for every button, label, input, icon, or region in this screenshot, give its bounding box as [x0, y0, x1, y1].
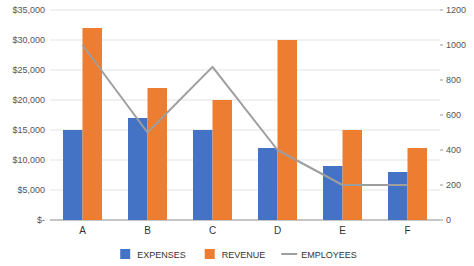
y2-tick	[440, 45, 443, 46]
legend-item: EMPLOYEES	[281, 250, 357, 260]
legend-label: EMPLOYEES	[301, 250, 357, 260]
grid-line	[50, 160, 440, 161]
y2-tick-label: 200	[446, 180, 461, 190]
legend-swatch	[120, 249, 130, 259]
y2-tick	[440, 220, 443, 221]
x-axis-line	[50, 220, 440, 221]
bar	[388, 172, 408, 220]
y2-tick	[440, 80, 443, 81]
y-tick-label: $20,000	[12, 95, 45, 105]
y-tick-label: $15,000	[12, 125, 45, 135]
x-tick-label: E	[339, 225, 346, 236]
y2-tick-label: 800	[446, 75, 461, 85]
y-tick-label: $5,000	[17, 185, 45, 195]
grid-line	[50, 220, 440, 221]
bar	[213, 100, 233, 220]
y-tick-label: $30,000	[12, 35, 45, 45]
legend-label: EXPENSES	[137, 250, 186, 260]
plot-area	[63, 28, 427, 220]
line	[83, 45, 408, 185]
axes: $- $5,000 $10,000 $15,000 $20,000 $25,000 $30,…	[12, 5, 466, 236]
grid-line	[50, 40, 440, 41]
bar	[63, 130, 83, 220]
chart: $- $5,000 $10,000 $15,000 $20,000 $25,000 $30,…	[0, 0, 474, 266]
y2-tick	[440, 150, 443, 151]
y-tick-label: $-	[37, 215, 45, 225]
legend-item: EXPENSES	[120, 249, 186, 260]
grid-line	[50, 100, 440, 101]
y2-tick	[440, 10, 443, 11]
y2-tick-label: 1000	[446, 40, 466, 50]
grid-line	[50, 70, 440, 71]
bar	[408, 148, 428, 220]
grid-line	[50, 130, 440, 131]
bar	[278, 40, 298, 220]
grid-line	[50, 190, 440, 191]
bar	[193, 130, 213, 220]
bar	[128, 118, 148, 220]
grid-line	[50, 10, 440, 11]
legend-swatch	[205, 249, 215, 259]
legend-swatch	[281, 253, 297, 255]
y2-tick-label: 600	[446, 110, 461, 120]
y-tick-label: $25,000	[12, 65, 45, 75]
bar	[323, 166, 343, 220]
y-tick-label: $10,000	[12, 155, 45, 165]
bar	[258, 148, 278, 220]
bar	[148, 88, 168, 220]
legend-item: REVENUE	[205, 249, 266, 260]
x-tick-label: F	[404, 225, 410, 236]
y2-tick	[440, 115, 443, 116]
x-tick-label: D	[274, 225, 281, 236]
x-tick-label: C	[209, 225, 216, 236]
x-tick-label: B	[144, 225, 151, 236]
legend: EXPENSES REVENUE EMPLOYEES	[120, 249, 357, 260]
legend-label: REVENUE	[222, 250, 266, 260]
y-tick-label: $35,000	[12, 5, 45, 15]
y2-tick-label: 1200	[446, 5, 466, 15]
bar	[343, 130, 363, 220]
x-tick-label: A	[79, 225, 86, 236]
y2-tick-label: 400	[446, 145, 461, 155]
y2-tick	[440, 185, 443, 186]
y2-tick-label: 0	[446, 215, 451, 225]
